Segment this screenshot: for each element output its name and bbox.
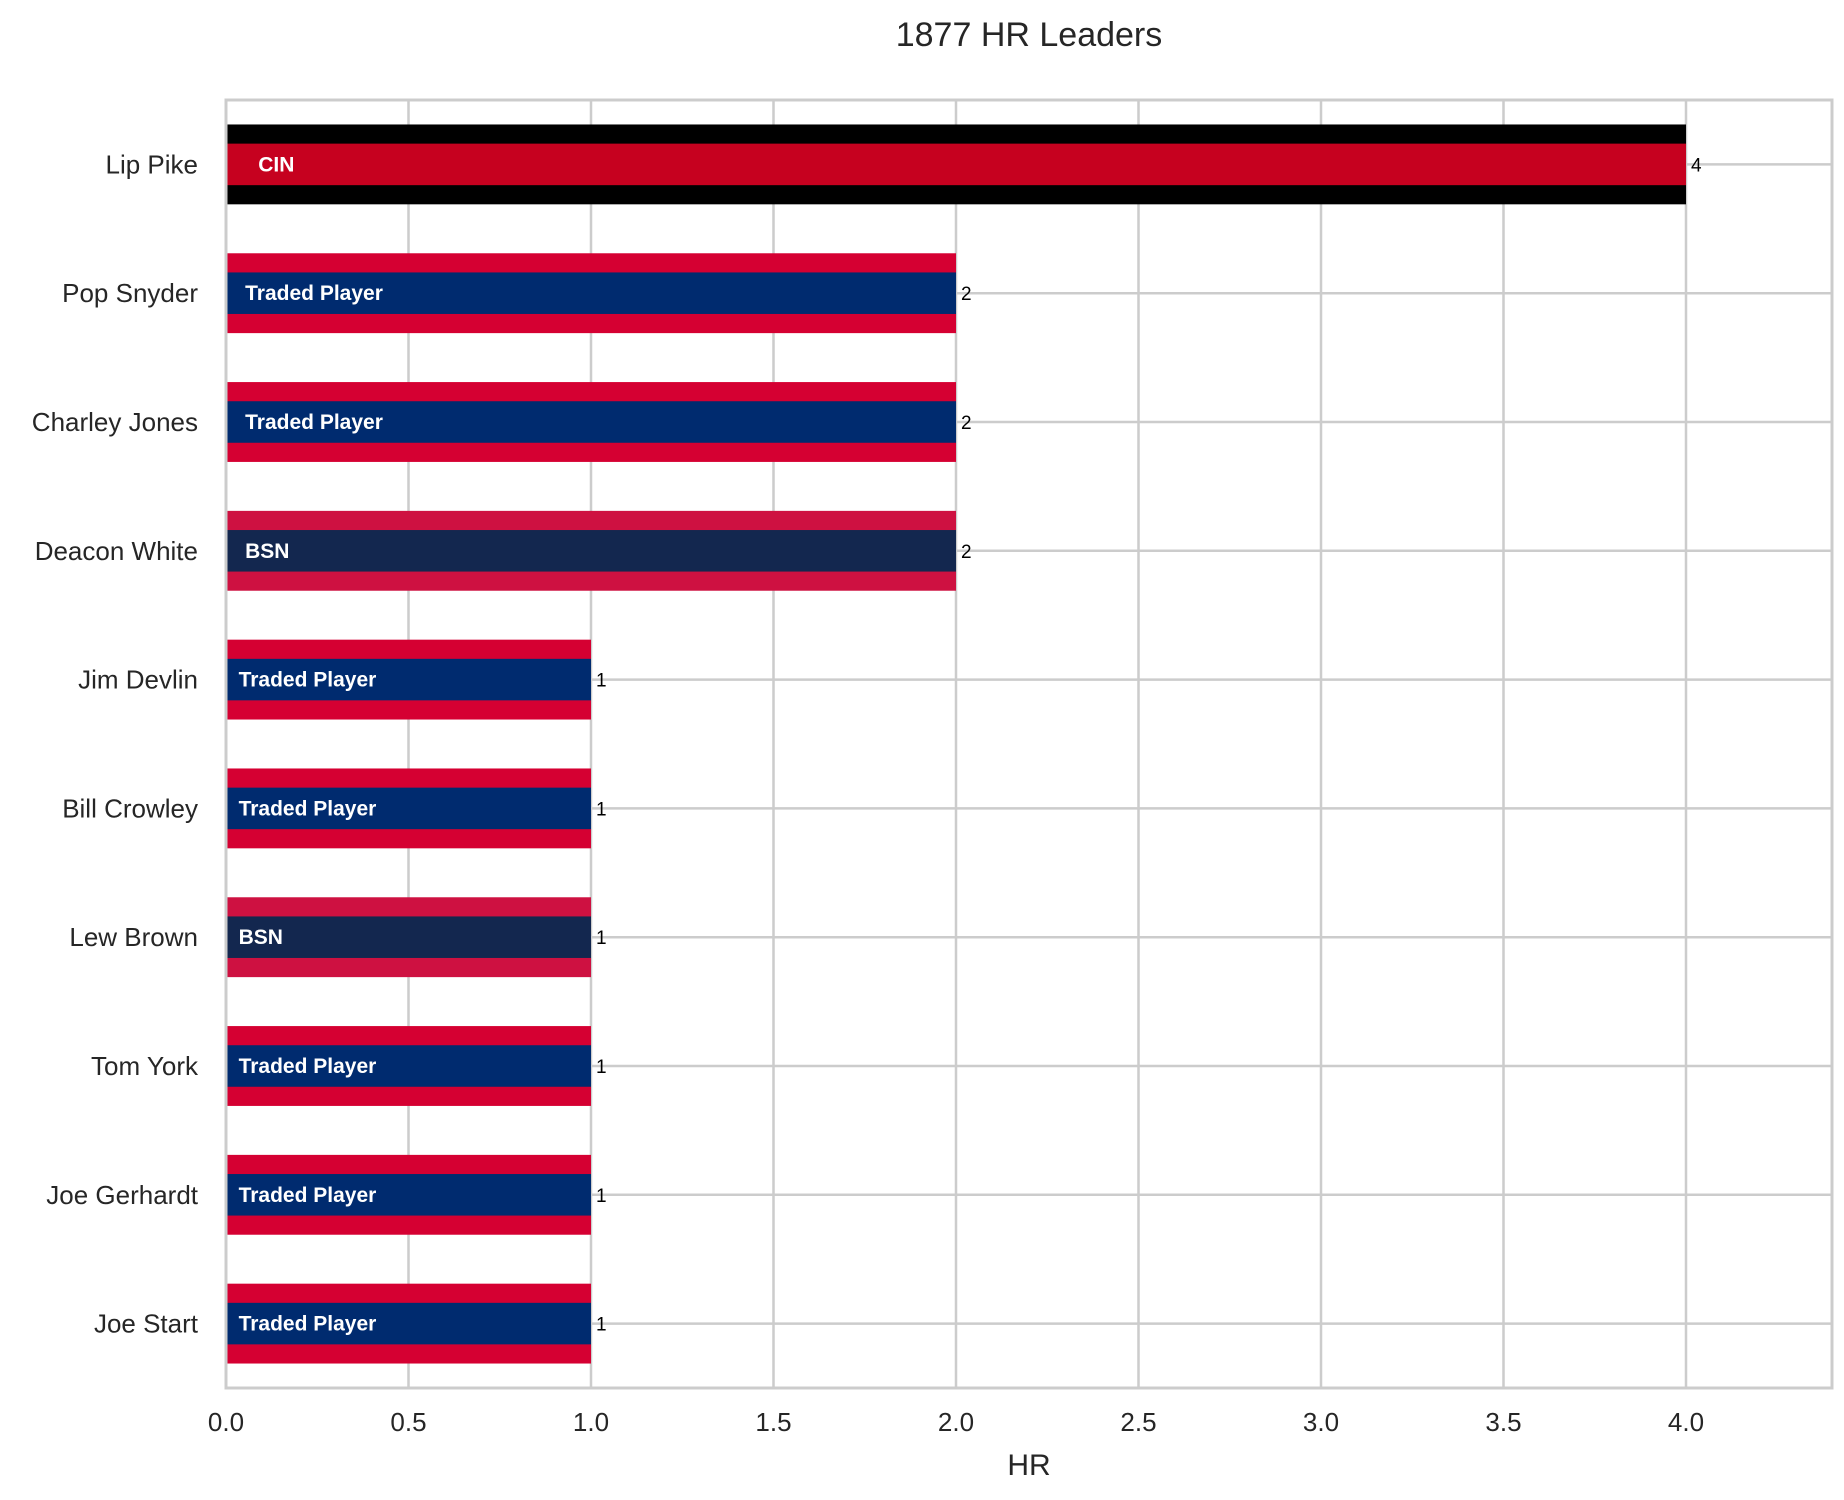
bar-value-label: 1 bbox=[596, 671, 607, 692]
bar-inner bbox=[226, 1045, 591, 1087]
y-tick-label: Jim Devlin bbox=[78, 665, 198, 695]
x-tick-label: 0.0 bbox=[208, 1407, 244, 1437]
bar-inner bbox=[226, 787, 591, 830]
x-tick-label: 3.0 bbox=[1303, 1407, 1339, 1437]
bar-inner bbox=[226, 1302, 591, 1345]
bar-team-label: Traded Player bbox=[239, 669, 377, 692]
x-tick-label: 2.0 bbox=[938, 1407, 974, 1437]
bar-team-label: Traded Player bbox=[239, 1313, 377, 1336]
bar-inner bbox=[226, 658, 591, 701]
bar-value-label: 4 bbox=[1691, 155, 1702, 176]
y-tick-label: Lew Brown bbox=[69, 922, 198, 952]
x-tick-label: 1.0 bbox=[573, 1407, 609, 1437]
bar-value-label: 1 bbox=[596, 1315, 607, 1336]
bar-inner bbox=[226, 143, 1686, 186]
y-tick-label: Joe Start bbox=[94, 1309, 199, 1339]
chart-title: 1877 HR Leaders bbox=[896, 16, 1163, 54]
bar-inner bbox=[226, 1174, 591, 1216]
x-tick-label: 3.5 bbox=[1485, 1407, 1521, 1437]
bar-team-label: BSN bbox=[239, 926, 283, 949]
bar-team-label: CIN bbox=[258, 153, 294, 176]
plot-frame bbox=[224, 98, 1834, 1390]
x-tick-label: 2.5 bbox=[1120, 1407, 1156, 1437]
bar-team-label: Traded Player bbox=[239, 797, 377, 820]
bar-team-label: Traded Player bbox=[245, 411, 383, 434]
bar-value-label: 1 bbox=[596, 799, 607, 820]
bar-team-label: Traded Player bbox=[239, 1055, 377, 1078]
y-tick-labels: Lip Pike Pop Snyder Charley Jones Deacon Wh… bbox=[32, 149, 199, 1338]
bar-inner bbox=[226, 272, 956, 314]
y-tick-label: Joe Gerhardt bbox=[46, 1180, 199, 1210]
x-tick-labels: 0.0 0.5 1.0 1.5 2.0 2.5 3.0 3.5 4.0 bbox=[208, 1407, 1704, 1437]
x-axis-label: HR bbox=[1007, 1449, 1050, 1482]
y-tick-label: Charley Jones bbox=[32, 407, 198, 437]
bar-value-label: 1 bbox=[596, 1186, 607, 1207]
y-tick-label: Tom York bbox=[91, 1051, 199, 1081]
y-tick-label: Pop Snyder bbox=[62, 278, 198, 308]
bar-inner bbox=[226, 916, 591, 958]
y-tick-label: Lip Pike bbox=[106, 149, 199, 179]
bar-team-label: Traded Player bbox=[239, 1184, 377, 1207]
bars bbox=[226, 124, 1686, 1364]
bar-team-label: Traded Player bbox=[245, 282, 383, 305]
x-tick-label: 4.0 bbox=[1668, 1407, 1704, 1437]
bar-inner bbox=[226, 530, 956, 572]
bar-value-label: 1 bbox=[596, 928, 607, 949]
y-tick-label: Deacon White bbox=[35, 536, 198, 566]
bar-value-label: 2 bbox=[961, 284, 972, 305]
bar-labels: CIN 4 Traded Player 2 Traded Player 2 BSN 2 Trad… bbox=[239, 153, 1702, 1335]
bar-value-label: 1 bbox=[596, 1057, 607, 1078]
bar-value-label: 2 bbox=[961, 542, 972, 563]
x-tick-label: 0.5 bbox=[390, 1407, 426, 1437]
x-tick-label: 1.5 bbox=[755, 1407, 791, 1437]
bar-value-label: 2 bbox=[961, 413, 972, 434]
bar-team-label: BSN bbox=[245, 540, 289, 563]
y-tick-label: Bill Crowley bbox=[62, 793, 198, 823]
bar-inner bbox=[226, 401, 956, 443]
